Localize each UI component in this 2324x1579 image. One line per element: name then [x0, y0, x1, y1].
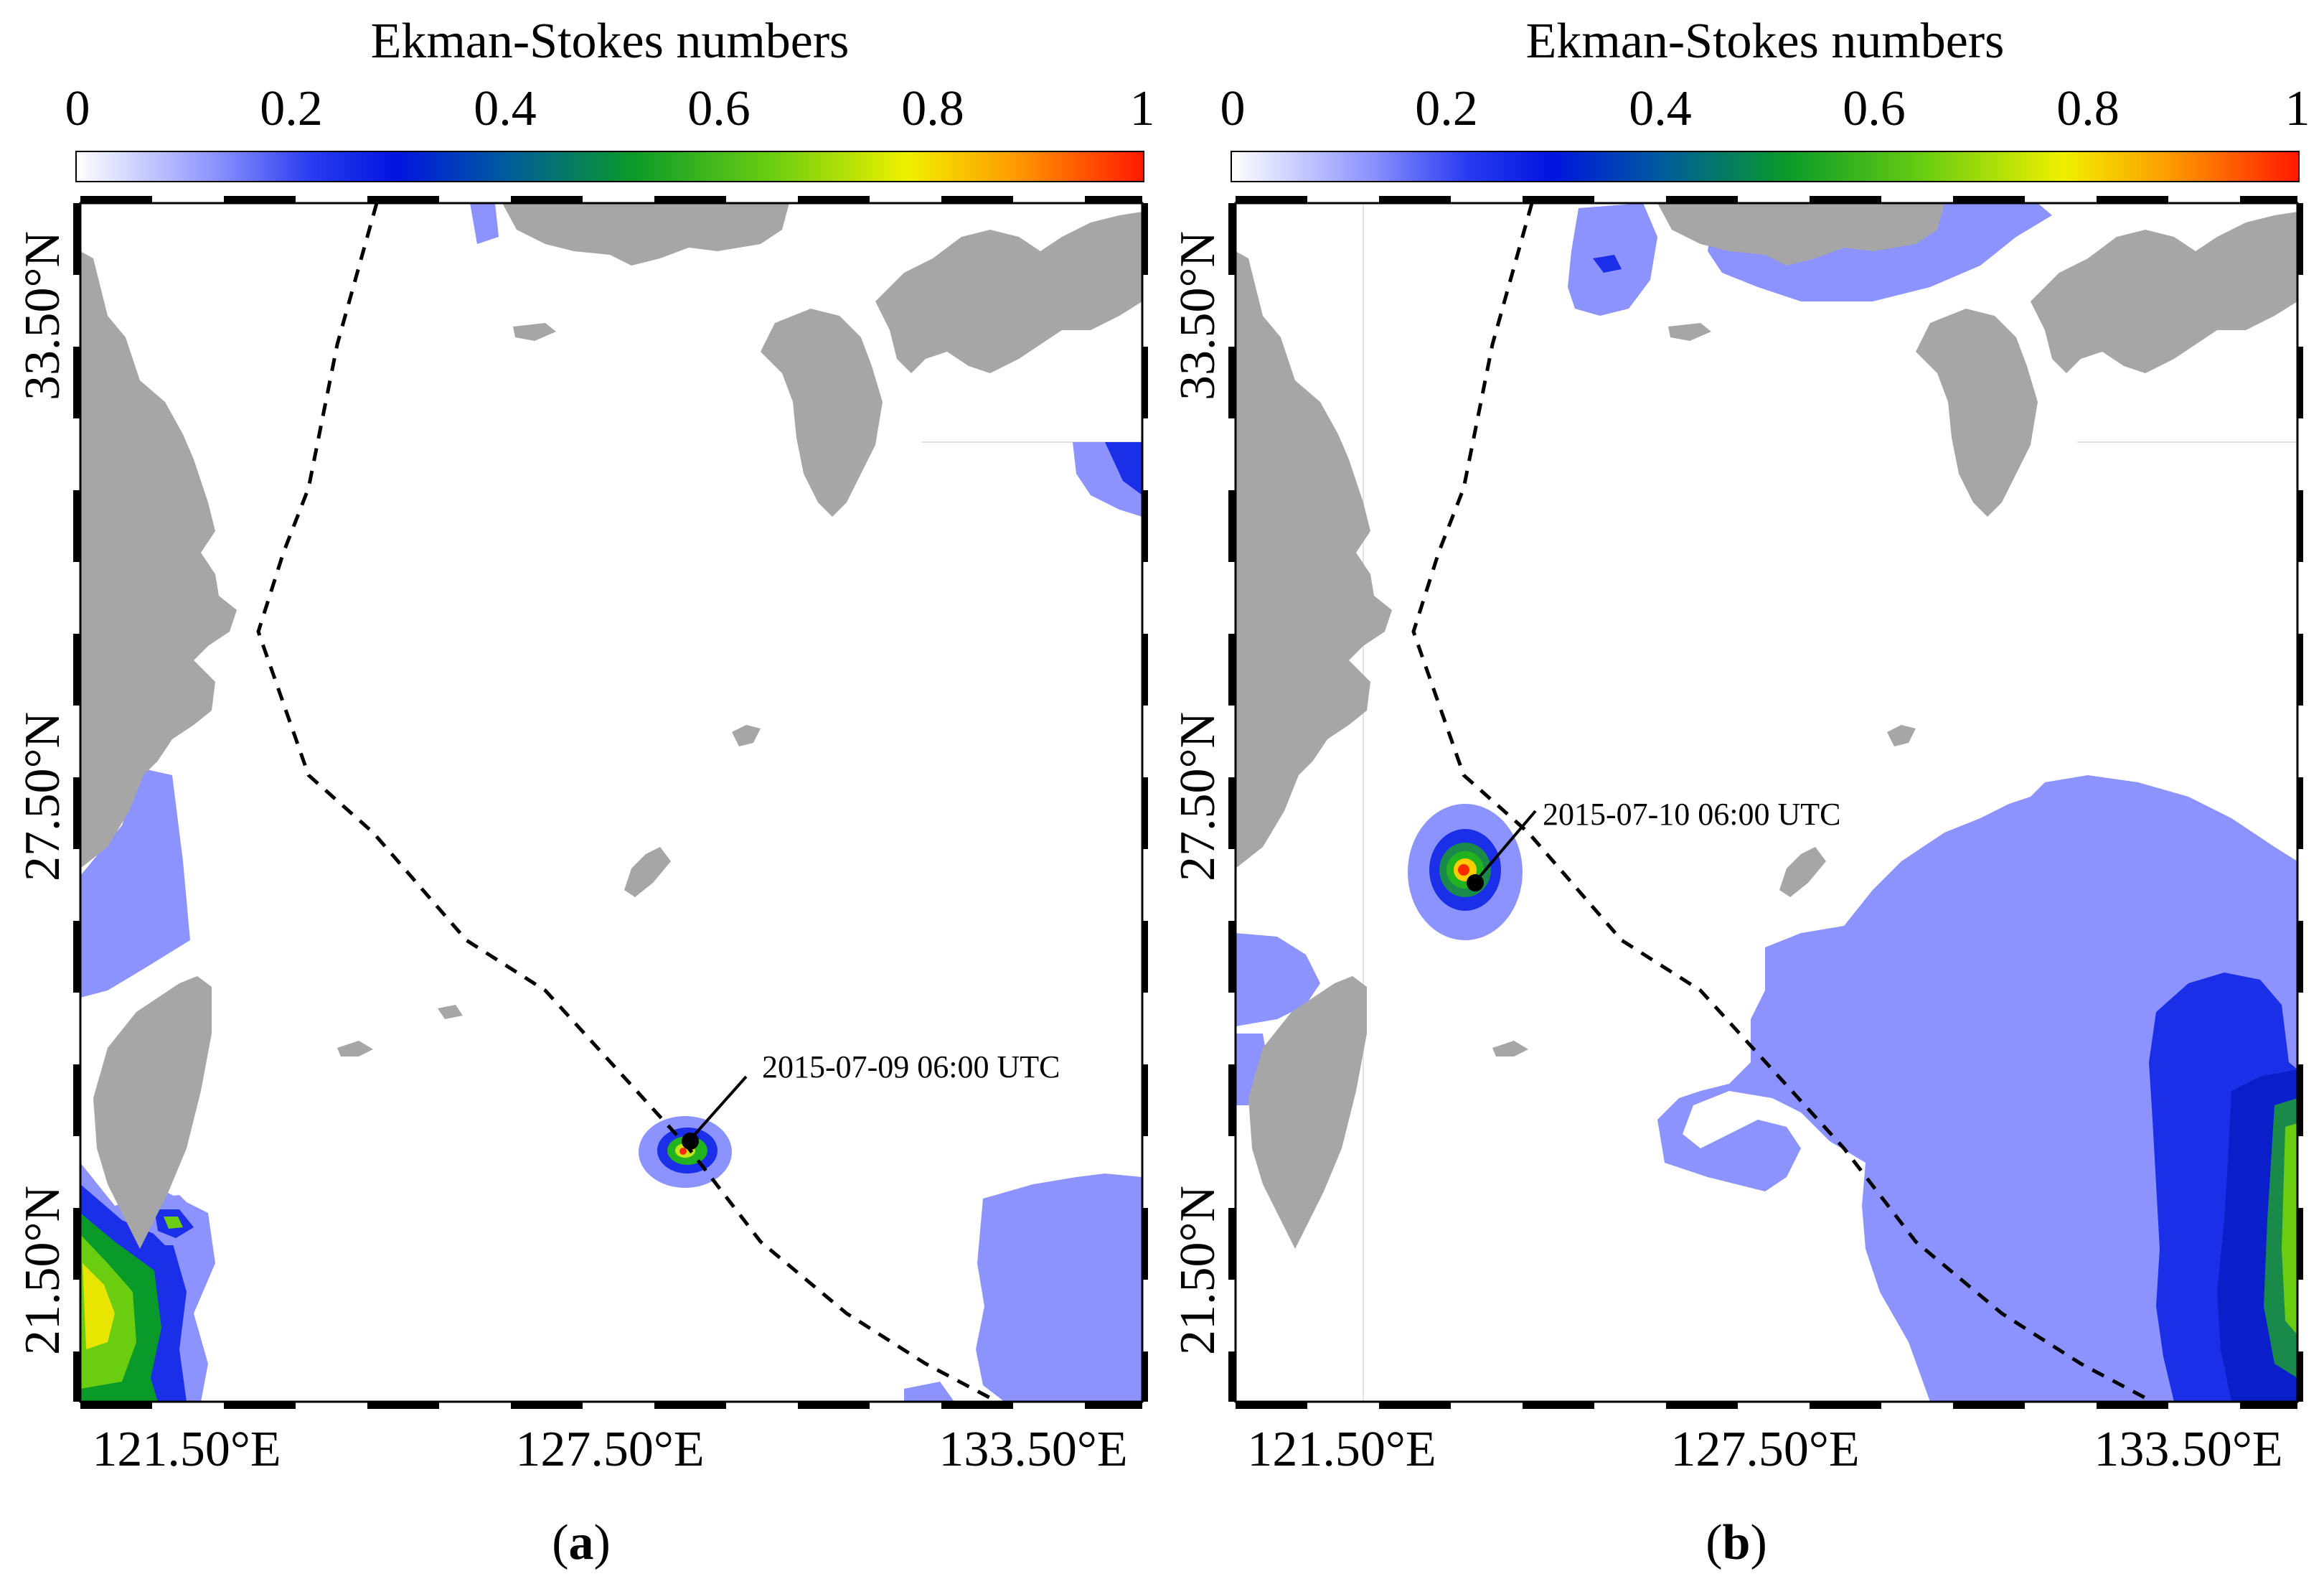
land-jeju — [1668, 323, 1711, 341]
land-okinawa — [624, 847, 671, 897]
lon-label-127.5: 127.50°E — [515, 1422, 705, 1477]
land-shikoku-honshu — [2031, 212, 2297, 373]
annotation-pointer — [1473, 810, 1537, 884]
colorbar-title: Ekman-Stokes numbers — [370, 14, 850, 69]
land-china-mainland — [80, 251, 237, 868]
colorbar-tick-0: 0 — [65, 81, 90, 136]
es-region-south-taiwan-l6 — [83, 1263, 115, 1349]
es-region-east-band-l5 — [2282, 1123, 2297, 1335]
land-korea — [502, 203, 789, 266]
map-b — [1228, 196, 2303, 1409]
colorbar-tick-0: 0 — [1220, 81, 1246, 136]
land-amami — [1887, 725, 1916, 746]
colorbar-tick-0.2: 0.2 — [260, 81, 323, 136]
land-jeju — [513, 323, 556, 341]
annotation-pointer — [687, 1075, 748, 1143]
typhoon-track — [1411, 203, 2154, 1402]
es-region-north-east-l2 — [1105, 442, 1142, 495]
colorbar-tick-0.4: 0.4 — [474, 81, 537, 136]
lon-label-133.5: 133.50°E — [2094, 1422, 2283, 1477]
colorbar — [75, 151, 1144, 182]
colorbar-tick-1: 1 — [1129, 81, 1155, 136]
land-taiwan — [93, 976, 212, 1249]
typhoon-es-l8 — [679, 1148, 687, 1155]
colorbar-tick-1: 1 — [2285, 81, 2310, 136]
es-region-bottom-islet — [904, 1382, 954, 1402]
lat-label-27.5: 27.50°N — [1170, 711, 1225, 882]
lon-label-127.5: 127.50°E — [1670, 1422, 1860, 1477]
colorbar-title: Ekman-Stokes numbers — [1525, 14, 2005, 69]
lon-label-121.5: 121.50°E — [1247, 1422, 1436, 1477]
frame-ticks — [73, 196, 1148, 1409]
land-kyushu — [761, 309, 883, 517]
colorbar-tick-0.6: 0.6 — [1843, 81, 1906, 136]
colorbar-tick-0.4: 0.4 — [1629, 81, 1692, 136]
es-region-large-east — [1657, 775, 2297, 1402]
panel-label-b: (b) — [1706, 1515, 1767, 1570]
land-china-mainland — [1236, 251, 1392, 868]
colorbar — [1231, 151, 2300, 182]
lon-label-121.5: 121.50°E — [92, 1422, 281, 1477]
land-sakishima-2 — [438, 1005, 463, 1019]
land-korea — [1657, 203, 1944, 266]
colorbar-tick-0.6: 0.6 — [687, 81, 751, 136]
annotation-timestamp: 2015-07-09 06:00 UTC — [762, 1049, 1060, 1084]
typhoon-center-marker — [682, 1133, 699, 1150]
lat-label-33.5: 33.50°N — [1170, 230, 1225, 401]
typhoon-center-marker — [1467, 874, 1484, 891]
land-okinawa — [1779, 847, 1826, 897]
panel-a: Ekman-Stokes numbers 0 0.2 0.4 0.6 0.8 1 — [0, 0, 1155, 1579]
land-sakishima — [1492, 1041, 1528, 1056]
typhoon-es-l8 — [1458, 864, 1469, 876]
land-shikoku-honshu — [875, 212, 1142, 373]
es-region-south-east — [976, 1173, 1142, 1402]
es-region-taiwan-north — [1236, 933, 1320, 1026]
lat-label-21.5: 21.50°N — [1170, 1185, 1225, 1356]
land-amami — [732, 725, 761, 746]
frame-ticks — [1228, 196, 2303, 1409]
es-region-east-china-sea-coast — [80, 768, 190, 998]
map-a — [73, 196, 1148, 1409]
lat-label-21.5: 21.50°N — [15, 1185, 70, 1356]
es-region-north-1-l2 — [1593, 255, 1622, 273]
typhoon-track — [256, 203, 999, 1402]
es-region-islet-l5 — [164, 1217, 183, 1229]
annotation-timestamp: 2015-07-10 06:00 UTC — [1543, 797, 1841, 832]
panel-b: Ekman-Stokes numbers 0 0.2 0.4 0.6 0.8 1 — [1155, 0, 2310, 1579]
land-sakishima — [337, 1041, 373, 1056]
land-taiwan — [1248, 976, 1367, 1249]
colorbar-tick-0.8: 0.8 — [2056, 81, 2120, 136]
lon-label-133.5: 133.50°E — [938, 1422, 1128, 1477]
lat-label-33.5: 33.50°N — [15, 230, 70, 401]
land-kyushu — [1916, 309, 2038, 517]
colorbar-tick-0.2: 0.2 — [1415, 81, 1478, 136]
lat-label-27.5: 27.50°N — [15, 711, 70, 882]
colorbar-tick-0.8: 0.8 — [901, 81, 964, 136]
es-region-top-islet — [470, 203, 499, 244]
panel-label-a: (a) — [552, 1515, 611, 1570]
